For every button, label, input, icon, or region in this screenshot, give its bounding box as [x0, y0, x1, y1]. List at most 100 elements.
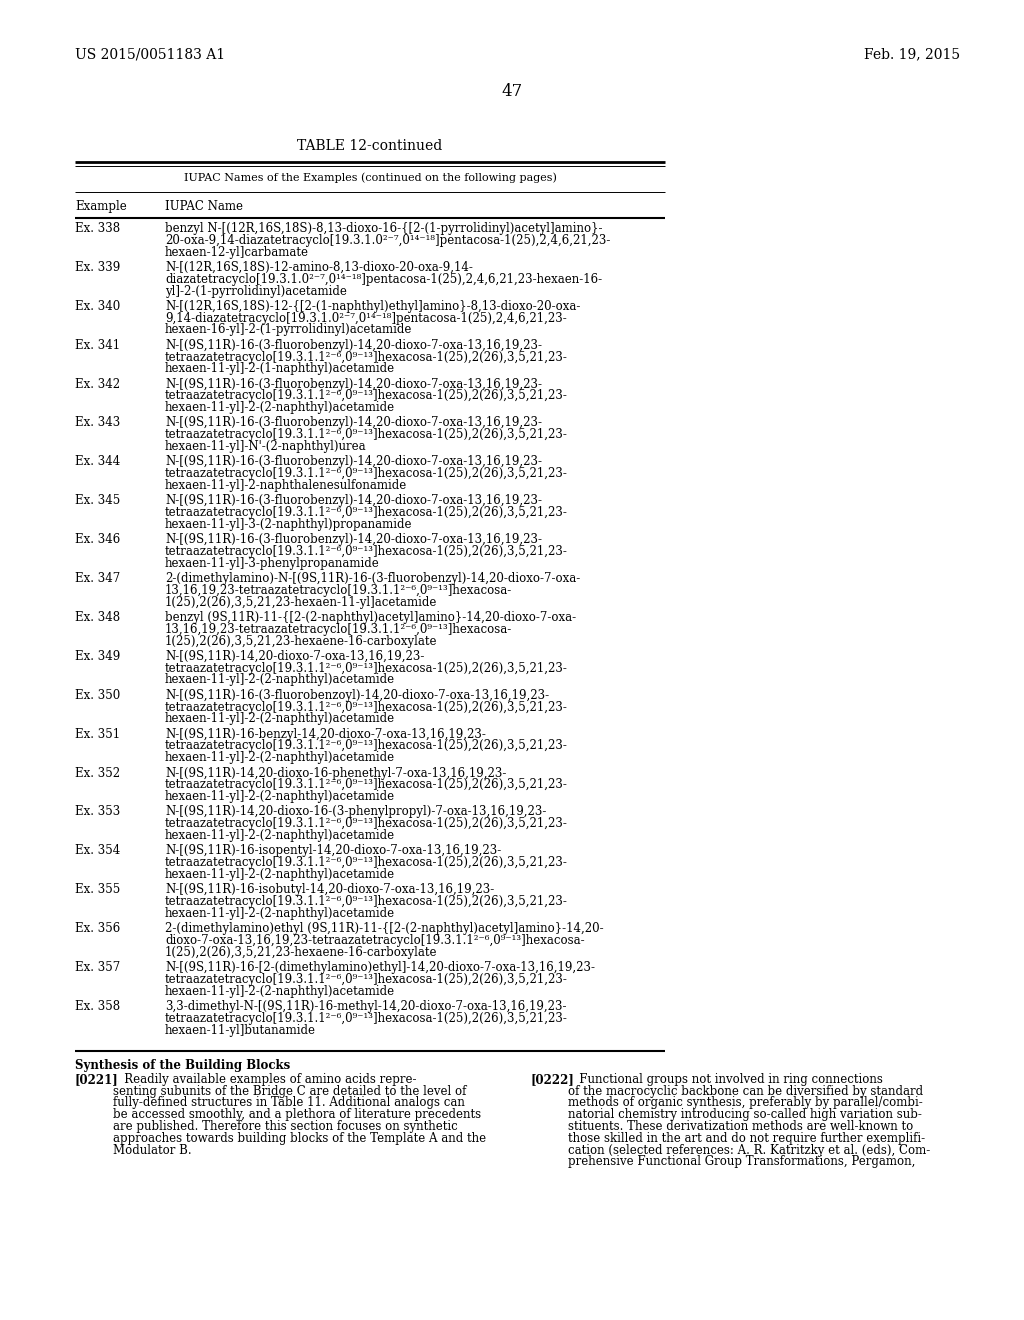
Text: tetraazatetracyclo[19.3.1.1²⁻⁶,0⁹⁻¹³]hexacosa-1(25),2(26),3,5,21,23-: tetraazatetracyclo[19.3.1.1²⁻⁶,0⁹⁻¹³]hex…: [165, 1012, 568, 1024]
Text: Ex. 341: Ex. 341: [75, 339, 120, 351]
Text: N-[(9S,11R)-14,20-dioxo-16-phenethyl-7-oxa-13,16,19,23-: N-[(9S,11R)-14,20-dioxo-16-phenethyl-7-o…: [165, 767, 507, 780]
Text: 2-(dimethylamino)-N-[(9S,11R)-16-(3-fluorobenzyl)-14,20-dioxo-7-oxa-: 2-(dimethylamino)-N-[(9S,11R)-16-(3-fluo…: [165, 572, 581, 585]
Text: benzyl N-[(12R,16S,18S)-8,13-dioxo-16-{[2-(1-pyrrolidinyl)acetyl]amino}-: benzyl N-[(12R,16S,18S)-8,13-dioxo-16-{[…: [165, 222, 602, 235]
Text: Ex. 348: Ex. 348: [75, 611, 120, 624]
Text: N-[(9S,11R)-16-isopentyl-14,20-dioxo-7-oxa-13,16,19,23-: N-[(9S,11R)-16-isopentyl-14,20-dioxo-7-o…: [165, 845, 502, 858]
Text: Ex. 352: Ex. 352: [75, 767, 120, 780]
Text: Ex. 351: Ex. 351: [75, 727, 120, 741]
Text: prehensive Functional Group Transformations, Pergamon,: prehensive Functional Group Transformati…: [568, 1155, 915, 1168]
Text: N-[(9S,11R)-16-(3-fluorobenzyl)-14,20-dioxo-7-oxa-13,16,19,23-: N-[(9S,11R)-16-(3-fluorobenzyl)-14,20-di…: [165, 533, 542, 546]
Text: methods of organic synthesis, preferably by parallel/combi-: methods of organic synthesis, preferably…: [568, 1097, 923, 1110]
Text: natorial chemistry introducing so-called high variation sub-: natorial chemistry introducing so-called…: [568, 1109, 922, 1121]
Text: hexaen-11-yl]-2-(2-naphthyl)acetamide: hexaen-11-yl]-2-(2-naphthyl)acetamide: [165, 869, 395, 880]
Text: tetraazatetracyclo[19.3.1.1²⁻⁶,0⁹⁻¹³]hexacosa-1(25),2(26),3,5,21,23-: tetraazatetracyclo[19.3.1.1²⁻⁶,0⁹⁻¹³]hex…: [165, 857, 568, 869]
Text: tetraazatetracyclo[19.3.1.1²⁻⁶,0⁹⁻¹³]hexacosa-1(25),2(26),3,5,21,23-: tetraazatetracyclo[19.3.1.1²⁻⁶,0⁹⁻¹³]hex…: [165, 545, 568, 558]
Text: 9,14-diazatetracyclo[19.3.1.0²⁻⁷,0¹⁴⁻¹⁸]pentacosa-1(25),2,4,6,21,23-: 9,14-diazatetracyclo[19.3.1.0²⁻⁷,0¹⁴⁻¹⁸]…: [165, 312, 566, 325]
Text: N-[(9S,11R)-16-(3-fluorobenzyl)-14,20-dioxo-7-oxa-13,16,19,23-: N-[(9S,11R)-16-(3-fluorobenzyl)-14,20-di…: [165, 494, 542, 507]
Text: 13,16,19,23-tetraazatetracyclo[19.3.1.1²⁻⁶,0⁹⁻¹³]hexacosa-: 13,16,19,23-tetraazatetracyclo[19.3.1.1²…: [165, 623, 512, 636]
Text: tetraazatetracyclo[19.3.1.1²⁻⁶,0⁹⁻¹³]hexacosa-1(25),2(26),3,5,21,23-: tetraazatetracyclo[19.3.1.1²⁻⁶,0⁹⁻¹³]hex…: [165, 351, 568, 363]
Text: hexaen-11-yl]-3-(2-naphthyl)propanamide: hexaen-11-yl]-3-(2-naphthyl)propanamide: [165, 517, 413, 531]
Text: hexaen-11-yl]-2-(2-naphthyl)acetamide: hexaen-11-yl]-2-(2-naphthyl)acetamide: [165, 829, 395, 842]
Text: hexaen-11-yl]-3-phenylpropanamide: hexaen-11-yl]-3-phenylpropanamide: [165, 557, 380, 570]
Text: Ex. 342: Ex. 342: [75, 378, 120, 391]
Text: N-[(9S,11R)-16-(3-fluorobenzyl)-14,20-dioxo-7-oxa-13,16,19,23-: N-[(9S,11R)-16-(3-fluorobenzyl)-14,20-di…: [165, 339, 542, 351]
Text: dioxo-7-oxa-13,16,19,23-tetraazatetracyclo[19.3.1.1²⁻⁶,0⁹⁻¹³]hexacosa-: dioxo-7-oxa-13,16,19,23-tetraazatetracyc…: [165, 935, 585, 946]
Text: of the macrocyclic backbone can be diversified by standard: of the macrocyclic backbone can be diver…: [568, 1085, 923, 1098]
Text: tetraazatetracyclo[19.3.1.1²⁻⁶,0⁹⁻¹³]hexacosa-1(25),2(26),3,5,21,23-: tetraazatetracyclo[19.3.1.1²⁻⁶,0⁹⁻¹³]hex…: [165, 779, 568, 792]
Text: tetraazatetracyclo[19.3.1.1²⁻⁶,0⁹⁻¹³]hexacosa-1(25),2(26),3,5,21,23-: tetraazatetracyclo[19.3.1.1²⁻⁶,0⁹⁻¹³]hex…: [165, 661, 568, 675]
Text: Ex. 346: Ex. 346: [75, 533, 120, 546]
Text: N-[(9S,11R)-16-[2-(dimethylamino)ethyl]-14,20-dioxo-7-oxa-13,16,19,23-: N-[(9S,11R)-16-[2-(dimethylamino)ethyl]-…: [165, 961, 595, 974]
Text: tetraazatetracyclo[19.3.1.1²⁻⁶,0⁹⁻¹³]hexacosa-1(25),2(26),3,5,21,23-: tetraazatetracyclo[19.3.1.1²⁻⁶,0⁹⁻¹³]hex…: [165, 739, 568, 752]
Text: hexaen-11-yl]-2-(1-naphthyl)acetamide: hexaen-11-yl]-2-(1-naphthyl)acetamide: [165, 362, 395, 375]
Text: Ex. 355: Ex. 355: [75, 883, 120, 896]
Text: Ex. 358: Ex. 358: [75, 1001, 120, 1012]
Text: Ex. 349: Ex. 349: [75, 649, 120, 663]
Text: Ex. 345: Ex. 345: [75, 494, 120, 507]
Text: Ex. 339: Ex. 339: [75, 261, 120, 275]
Text: N-[(9S,11R)-16-benzyl-14,20-dioxo-7-oxa-13,16,19,23-: N-[(9S,11R)-16-benzyl-14,20-dioxo-7-oxa-…: [165, 727, 485, 741]
Text: tetraazatetracyclo[19.3.1.1²⁻⁶,0⁹⁻¹³]hexacosa-1(25),2(26),3,5,21,23-: tetraazatetracyclo[19.3.1.1²⁻⁶,0⁹⁻¹³]hex…: [165, 895, 568, 908]
Text: Modulator B.: Modulator B.: [113, 1143, 191, 1156]
Text: Ex. 344: Ex. 344: [75, 455, 120, 469]
Text: Functional groups not involved in ring connections: Functional groups not involved in ring c…: [568, 1073, 883, 1086]
Text: [0222]: [0222]: [530, 1073, 573, 1086]
Text: Ex. 350: Ex. 350: [75, 689, 120, 702]
Text: Ex. 347: Ex. 347: [75, 572, 120, 585]
Text: 20-oxa-9,14-diazatetracyclo[19.3.1.0²⁻⁷,0¹⁴⁻¹⁸]pentacosa-1(25),2,4,6,21,23-: 20-oxa-9,14-diazatetracyclo[19.3.1.0²⁻⁷,…: [165, 234, 610, 247]
Text: tetraazatetracyclo[19.3.1.1²⁻⁶,0⁹⁻¹³]hexacosa-1(25),2(26),3,5,21,23-: tetraazatetracyclo[19.3.1.1²⁻⁶,0⁹⁻¹³]hex…: [165, 467, 568, 480]
Text: N-[(9S,11R)-14,20-dioxo-16-(3-phenylpropyl)-7-oxa-13,16,19,23-: N-[(9S,11R)-14,20-dioxo-16-(3-phenylprop…: [165, 805, 547, 818]
Text: hexaen-11-yl]-2-(2-naphthyl)acetamide: hexaen-11-yl]-2-(2-naphthyl)acetamide: [165, 401, 395, 414]
Text: Ex. 340: Ex. 340: [75, 300, 120, 313]
Text: benzyl (9S,11R)-11-{[2-(2-naphthyl)acetyl]amino}-14,20-dioxo-7-oxa-: benzyl (9S,11R)-11-{[2-(2-naphthyl)acety…: [165, 611, 577, 624]
Text: those skilled in the art and do not require further exemplifi-: those skilled in the art and do not requ…: [568, 1131, 925, 1144]
Text: N-[(9S,11R)-16-(3-fluorobenzyl)-14,20-dioxo-7-oxa-13,16,19,23-: N-[(9S,11R)-16-(3-fluorobenzyl)-14,20-di…: [165, 455, 542, 469]
Text: Synthesis of the Building Blocks: Synthesis of the Building Blocks: [75, 1059, 290, 1072]
Text: are published. Therefore this section focuses on synthetic: are published. Therefore this section fo…: [113, 1121, 458, 1133]
Text: yl]-2-(1-pyrrolidinyl)acetamide: yl]-2-(1-pyrrolidinyl)acetamide: [165, 285, 347, 297]
Text: hexaen-11-yl]-2-(2-naphthyl)acetamide: hexaen-11-yl]-2-(2-naphthyl)acetamide: [165, 673, 395, 686]
Text: diazatetracyclo[19.3.1.0²⁻⁷,0¹⁴⁻¹⁸]pentacosa-1(25),2,4,6,21,23-hexaen-16-: diazatetracyclo[19.3.1.0²⁻⁷,0¹⁴⁻¹⁸]penta…: [165, 273, 602, 285]
Text: hexaen-11-yl]-2-(2-naphthyl)acetamide: hexaen-11-yl]-2-(2-naphthyl)acetamide: [165, 751, 395, 764]
Text: hexaen-11-yl]-2-(2-naphthyl)acetamide: hexaen-11-yl]-2-(2-naphthyl)acetamide: [165, 713, 395, 726]
Text: stituents. These derivatization methods are well-known to: stituents. These derivatization methods …: [568, 1121, 913, 1133]
Text: approaches towards building blocks of the Template A and the: approaches towards building blocks of th…: [113, 1131, 486, 1144]
Text: tetraazatetracyclo[19.3.1.1²⁻⁶,0⁹⁻¹³]hexacosa-1(25),2(26),3,5,21,23-: tetraazatetracyclo[19.3.1.1²⁻⁶,0⁹⁻¹³]hex…: [165, 817, 568, 830]
Text: 13,16,19,23-tetraazatetracyclo[19.3.1.1²⁻⁶,0⁹⁻¹³]hexacosa-: 13,16,19,23-tetraazatetracyclo[19.3.1.1²…: [165, 583, 512, 597]
Text: IUPAC Name: IUPAC Name: [165, 201, 243, 213]
Text: IUPAC Names of the Examples (continued on the following pages): IUPAC Names of the Examples (continued o…: [183, 173, 556, 183]
Text: 2-(dimethylamino)ethyl (9S,11R)-11-{[2-(2-naphthyl)acetyl]amino}-14,20-: 2-(dimethylamino)ethyl (9S,11R)-11-{[2-(…: [165, 923, 603, 935]
Text: 47: 47: [502, 83, 522, 100]
Text: Example: Example: [75, 201, 127, 213]
Text: tetraazatetracyclo[19.3.1.1²⁻⁶,0⁹⁻¹³]hexacosa-1(25),2(26),3,5,21,23-: tetraazatetracyclo[19.3.1.1²⁻⁶,0⁹⁻¹³]hex…: [165, 973, 568, 986]
Text: Readily available examples of amino acids repre-: Readily available examples of amino acid…: [113, 1073, 417, 1086]
Text: N-[(12R,16S,18S)-12-amino-8,13-dioxo-20-oxa-9,14-: N-[(12R,16S,18S)-12-amino-8,13-dioxo-20-…: [165, 261, 473, 275]
Text: 3,3-dimethyl-N-[(9S,11R)-16-methyl-14,20-dioxo-7-oxa-13,16,19,23-: 3,3-dimethyl-N-[(9S,11R)-16-methyl-14,20…: [165, 1001, 566, 1012]
Text: hexaen-11-yl]-N'-(2-naphthyl)urea: hexaen-11-yl]-N'-(2-naphthyl)urea: [165, 440, 367, 453]
Text: Ex. 354: Ex. 354: [75, 845, 120, 858]
Text: hexaen-11-yl]-2-(2-naphthyl)acetamide: hexaen-11-yl]-2-(2-naphthyl)acetamide: [165, 907, 395, 920]
Text: hexaen-11-yl]-2-(2-naphthyl)acetamide: hexaen-11-yl]-2-(2-naphthyl)acetamide: [165, 985, 395, 998]
Text: TABLE 12-continued: TABLE 12-continued: [297, 139, 442, 153]
Text: Ex. 356: Ex. 356: [75, 923, 120, 935]
Text: hexaen-12-yl]carbamate: hexaen-12-yl]carbamate: [165, 246, 309, 259]
Text: N-[(9S,11R)-14,20-dioxo-7-oxa-13,16,19,23-: N-[(9S,11R)-14,20-dioxo-7-oxa-13,16,19,2…: [165, 649, 424, 663]
Text: hexaen-11-yl]butanamide: hexaen-11-yl]butanamide: [165, 1023, 316, 1036]
Text: hexaen-16-yl]-2-(1-pyrrolidinyl)acetamide: hexaen-16-yl]-2-(1-pyrrolidinyl)acetamid…: [165, 323, 413, 337]
Text: hexaen-11-yl]-2-(2-naphthyl)acetamide: hexaen-11-yl]-2-(2-naphthyl)acetamide: [165, 791, 395, 803]
Text: be accessed smoothly, and a plethora of literature precedents: be accessed smoothly, and a plethora of …: [113, 1109, 481, 1121]
Text: tetraazatetracyclo[19.3.1.1²⁻⁶,0⁹⁻¹³]hexacosa-1(25),2(26),3,5,21,23-: tetraazatetracyclo[19.3.1.1²⁻⁶,0⁹⁻¹³]hex…: [165, 701, 568, 714]
Text: Ex. 338: Ex. 338: [75, 222, 120, 235]
Text: tetraazatetracyclo[19.3.1.1²⁻⁶,0⁹⁻¹³]hexacosa-1(25),2(26),3,5,21,23-: tetraazatetracyclo[19.3.1.1²⁻⁶,0⁹⁻¹³]hex…: [165, 506, 568, 519]
Text: Feb. 19, 2015: Feb. 19, 2015: [864, 48, 961, 61]
Text: N-[(9S,11R)-16-(3-fluorobenzoyl)-14,20-dioxo-7-oxa-13,16,19,23-: N-[(9S,11R)-16-(3-fluorobenzoyl)-14,20-d…: [165, 689, 549, 702]
Text: tetraazatetracyclo[19.3.1.1²⁻⁶,0⁹⁻¹³]hexacosa-1(25),2(26),3,5,21,23-: tetraazatetracyclo[19.3.1.1²⁻⁶,0⁹⁻¹³]hex…: [165, 428, 568, 441]
Text: 1(25),2(26),3,5,21,23-hexaen-11-yl]acetamide: 1(25),2(26),3,5,21,23-hexaen-11-yl]aceta…: [165, 595, 437, 609]
Text: tetraazatetracyclo[19.3.1.1²⁻⁶,0⁹⁻¹³]hexacosa-1(25),2(26),3,5,21,23-: tetraazatetracyclo[19.3.1.1²⁻⁶,0⁹⁻¹³]hex…: [165, 389, 568, 403]
Text: US 2015/0051183 A1: US 2015/0051183 A1: [75, 48, 225, 61]
Text: Ex. 343: Ex. 343: [75, 417, 120, 429]
Text: N-[(9S,11R)-16-(3-fluorobenzyl)-14,20-dioxo-7-oxa-13,16,19,23-: N-[(9S,11R)-16-(3-fluorobenzyl)-14,20-di…: [165, 378, 542, 391]
Text: N-[(12R,16S,18S)-12-{[2-(1-naphthyl)ethyl]amino}-8,13-dioxo-20-oxa-: N-[(12R,16S,18S)-12-{[2-(1-naphthyl)ethy…: [165, 300, 581, 313]
Text: 1(25),2(26),3,5,21,23-hexaene-16-carboxylate: 1(25),2(26),3,5,21,23-hexaene-16-carboxy…: [165, 635, 437, 648]
Text: 1(25),2(26),3,5,21,23-hexaene-16-carboxylate: 1(25),2(26),3,5,21,23-hexaene-16-carboxy…: [165, 946, 437, 958]
